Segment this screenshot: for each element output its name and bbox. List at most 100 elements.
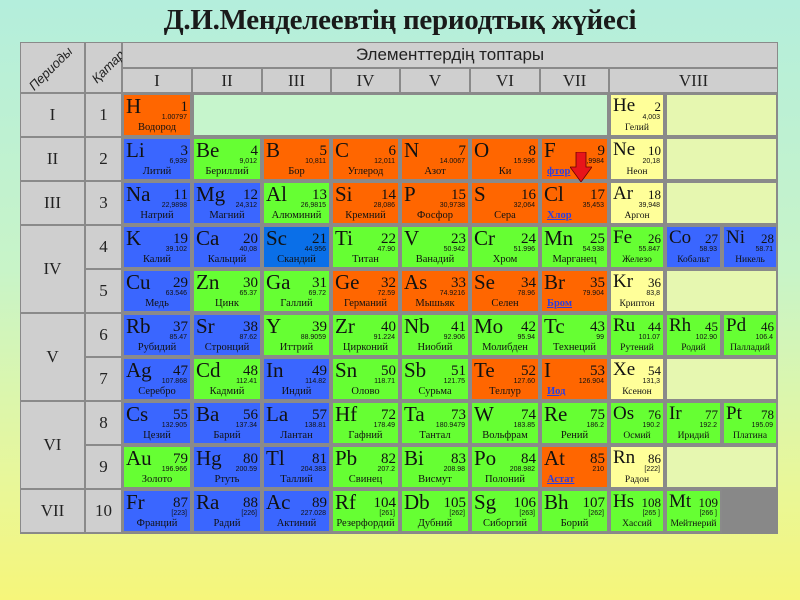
element-cell-W[interactable]: W 74 183.85 Вольфрам	[470, 401, 540, 445]
element-cell-Au[interactable]: Au 79 196.966 Золото	[122, 445, 192, 489]
element-cell-In[interactable]: In 49 114.82 Индий	[262, 357, 331, 401]
element-name: Радон	[624, 475, 650, 485]
element-cell-Mg[interactable]: Mg 12 24,312 Магний	[192, 181, 262, 225]
element-cell-Ag[interactable]: Ag 47 107.868 Серебро	[122, 357, 192, 401]
element-cell-Cs[interactable]: Cs 55 132.905 Цезий	[122, 401, 192, 445]
element-cell-V[interactable]: V 23 50.942 Ванадий	[400, 225, 470, 269]
element-cell-H[interactable]: H 1 1.00797 Водород	[122, 93, 192, 137]
element-cell-N[interactable]: N 7 14.0067 Азот	[400, 137, 470, 181]
element-cell-Mt[interactable]: Mt 109 [266 ] Мейтнерий	[665, 489, 722, 533]
element-cell-Ti[interactable]: Ti 22 47.90 Титан	[331, 225, 400, 269]
atomic-mass: [266 ]	[699, 510, 717, 517]
element-cell-At[interactable]: At 85 210 Астат	[540, 445, 609, 489]
element-cell-Sg[interactable]: Sg 106 [263] Сиборгий	[470, 489, 540, 533]
element-cell-Xe[interactable]: Xe 54 131,3 Ксенон	[609, 357, 665, 401]
element-cell-Fr[interactable]: Fr 87 [223] Франций	[122, 489, 192, 533]
element-cell-Ir[interactable]: Ir 77 192.2 Иридий	[665, 401, 722, 445]
element-cell-Co[interactable]: Co 27 58.93 Кобальт	[665, 225, 722, 269]
element-cell-Db[interactable]: Db 105 [262] Дубний	[400, 489, 470, 533]
element-cell-Hf[interactable]: Hf 72 178.49 Гафний	[331, 401, 400, 445]
element-cell-Pt[interactable]: Pt 78 195.09 Платина	[722, 401, 778, 445]
element-cell-Ta[interactable]: Ta 73 180.9479 Тантал	[400, 401, 470, 445]
element-cell-Bh[interactable]: Bh 107 [262] Борий	[540, 489, 609, 533]
element-cell-Na[interactable]: Na 11 22,9898 Натрий	[122, 181, 192, 225]
element-cell-I[interactable]: I 53 126.904 Иод	[540, 357, 609, 401]
element-cell-Cd[interactable]: Cd 48 112.41 Кадмий	[192, 357, 262, 401]
element-cell-B[interactable]: B 5 10,811 Бор	[262, 137, 331, 181]
atomic-number: 36	[648, 275, 661, 290]
element-cell-K[interactable]: K 19 39.102 Калий	[122, 225, 192, 269]
element-cell-Cu[interactable]: Cu 29 63.546 Медь	[122, 269, 192, 313]
element-cell-Sn[interactable]: Sn 50 118.71 Олово	[331, 357, 400, 401]
element-cell-C[interactable]: C 6 12,011 Углерод	[331, 137, 400, 181]
element-cell-Rf[interactable]: Rf 104 [261] Резерфордий	[331, 489, 400, 533]
element-cell-La[interactable]: La 57 138.81 Лантан	[262, 401, 331, 445]
element-cell-Ra[interactable]: Ra 88 [226] Радий	[192, 489, 262, 533]
element-cell-He[interactable]: He 2 4,003 Гелий	[609, 93, 665, 137]
element-cell-Pd[interactable]: Pd 46 106.4 Палладий	[722, 313, 778, 357]
element-cell-Ac[interactable]: Ac 89 227.028 Актиний	[262, 489, 331, 533]
element-cell-Ga[interactable]: Ga 31 69.72 Галлий	[262, 269, 331, 313]
element-cell-Tl[interactable]: Tl 81 204.383 Таллий	[262, 445, 331, 489]
element-cell-Pb[interactable]: Pb 82 207.2 Свинец	[331, 445, 400, 489]
element-cell-Ge[interactable]: Ge 32 72.59 Германий	[331, 269, 400, 313]
element-symbol: Ga	[266, 270, 291, 294]
element-cell-Zn[interactable]: Zn 30 65.37 Цинк	[192, 269, 262, 313]
element-cell-P[interactable]: P 15 30,9738 Фосфор	[400, 181, 470, 225]
element-cell-Mo[interactable]: Mo 42 95.94 Молибден	[470, 313, 540, 357]
element-cell-Ru[interactable]: Ru 44 101.07 Рутений	[609, 313, 665, 357]
element-name-link[interactable]: Астат	[547, 474, 575, 485]
element-cell-Fe[interactable]: Fe 26 55.847 Железо	[609, 225, 665, 269]
atomic-mass: 95.94	[517, 334, 535, 341]
atomic-number: 25	[590, 231, 605, 247]
element-cell-Y[interactable]: Y 39 88.9059 Иттрий	[262, 313, 331, 357]
element-cell-Hs[interactable]: Hs 108 [265 ] Хассий	[609, 489, 665, 533]
atomic-mass: 30,9738	[439, 202, 465, 209]
element-cell-Cl[interactable]: Cl 17 35,453 Хлор	[540, 181, 609, 225]
element-cell-As[interactable]: As 33 74.9216 Мышьяк	[400, 269, 470, 313]
element-cell-Os[interactable]: Os 76 190.2 Осмий	[609, 401, 665, 445]
element-name-link[interactable]: Хлор	[547, 210, 572, 221]
element-cell-Ni[interactable]: Ni 28 58.71 Никель	[722, 225, 778, 269]
element-cell-Nb[interactable]: Nb 41 92.906 Ниобий	[400, 313, 470, 357]
element-cell-Ar[interactable]: Ar 18 39,948 Аргон	[609, 181, 665, 225]
element-cell-Hg[interactable]: Hg 80 200.59 Ртуть	[192, 445, 262, 489]
element-name-link[interactable]: фтор	[547, 166, 571, 177]
element-cell-Se[interactable]: Se 34 78.96 Селен	[470, 269, 540, 313]
element-cell-Ne[interactable]: Ne 10 20,18 Неон	[609, 137, 665, 181]
element-name-link[interactable]: Бром	[547, 298, 572, 309]
atomic-mass: 118.71	[374, 378, 395, 385]
atomic-mass: 6,939	[169, 158, 187, 165]
atomic-number: 78	[761, 407, 774, 422]
element-cell-Sr[interactable]: Sr 38 87.62 Стронций	[192, 313, 262, 357]
element-cell-Tc[interactable]: Tc 43 99 Технеций	[540, 313, 609, 357]
element-name-link[interactable]: Иод	[547, 386, 566, 397]
element-cell-Re[interactable]: Re 75 186.2 Рений	[540, 401, 609, 445]
element-cell-Rn[interactable]: Rn 86 [222] Радон	[609, 445, 665, 489]
element-cell-Rh[interactable]: Rh 45 102.90 Родий	[665, 313, 722, 357]
element-cell-Te[interactable]: Te 52 127.60 Теллур	[470, 357, 540, 401]
element-cell-Sc[interactable]: Sc 21 44.956 Скандий	[262, 225, 331, 269]
element-cell-S[interactable]: S 16 32,064 Сера	[470, 181, 540, 225]
element-symbol: Y	[266, 314, 282, 338]
element-cell-Rb[interactable]: Rb 37 85.47 Рубидий	[122, 313, 192, 357]
element-cell-Zr[interactable]: Zr 40 91.224 Цирконий	[331, 313, 400, 357]
atomic-mass: 69.72	[308, 290, 326, 297]
element-cell-Al[interactable]: Al 13 26,9815 Алюминий	[262, 181, 331, 225]
element-name: Индий	[281, 386, 312, 397]
element-name: Платина	[732, 431, 768, 441]
element-cell-Si[interactable]: Si 14 28,086 Кремний	[331, 181, 400, 225]
element-cell-Ba[interactable]: Ba 56 137.34 Барий	[192, 401, 262, 445]
atomic-number: 5	[319, 143, 328, 159]
element-cell-Mn[interactable]: Mn 25 54.938 Марганец	[540, 225, 609, 269]
element-cell-Sb[interactable]: Sb 51 121.75 Сурьма	[400, 357, 470, 401]
element-cell-Bi[interactable]: Bi 83 208.98 Висмут	[400, 445, 470, 489]
element-cell-Cr[interactable]: Cr 24 51.996 Хром	[470, 225, 540, 269]
element-cell-O[interactable]: O 8 15.996 Ки	[470, 137, 540, 181]
element-cell-Kr[interactable]: Kr 36 83,8 Криптон	[609, 269, 665, 313]
element-cell-Be[interactable]: Be 4 9,012 Бериллий	[192, 137, 262, 181]
element-cell-Br[interactable]: Br 35 79.904 Бром	[540, 269, 609, 313]
element-cell-Po[interactable]: Po 84 208.982 Полоний	[470, 445, 540, 489]
element-cell-Ca[interactable]: Ca 20 40,08 Кальций	[192, 225, 262, 269]
element-cell-Li[interactable]: Li 3 6,939 Литий	[122, 137, 192, 181]
